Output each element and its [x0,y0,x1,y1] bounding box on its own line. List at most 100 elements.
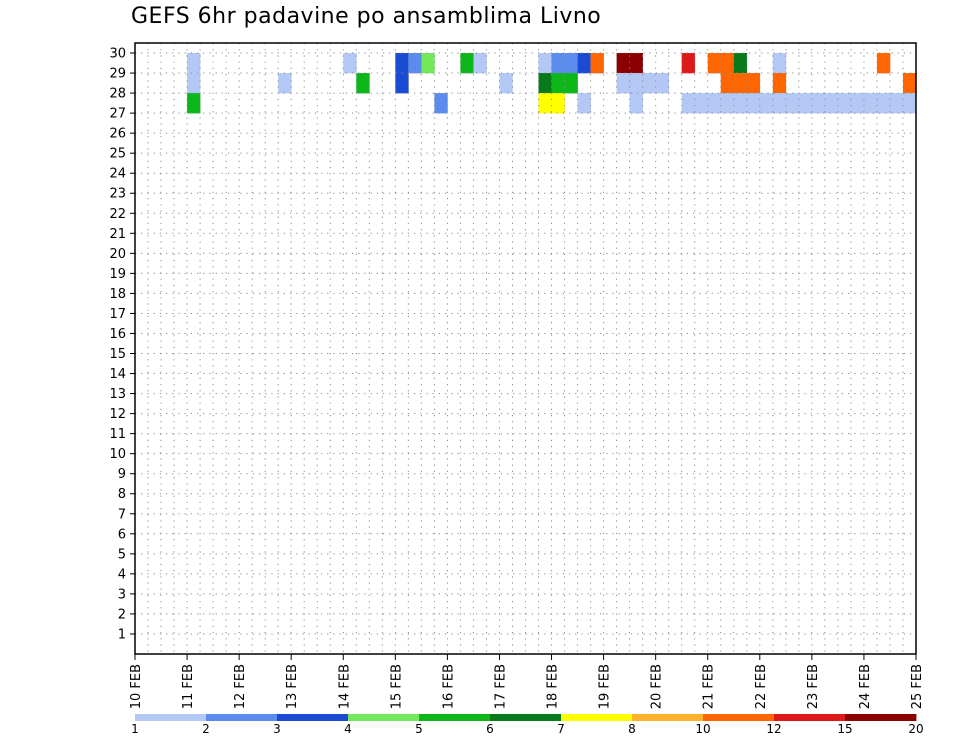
y-tick-label: 1 [118,627,126,642]
y-tick-label: 16 [109,327,126,342]
colorbar-label: 7 [557,722,565,736]
precip-cell [876,53,891,74]
precip-cell [434,93,448,114]
y-tick-label: 28 [109,87,126,102]
x-tick-label: 20 FEB [650,664,665,709]
precip-cell [616,53,630,74]
colorbar-label: 15 [837,722,852,736]
precip-cell [681,53,696,74]
y-tick-label: 6 [118,527,126,542]
x-tick-label: 16 FEB [441,664,456,709]
x-tick-label: 19 FEB [598,664,613,709]
x-tick-label: 25 FEB [910,664,925,709]
precip-cell [564,73,578,94]
y-tick-label: 22 [109,207,126,222]
y-tick-label: 14 [109,367,126,382]
precip-cell [785,93,800,114]
y-tick-label: 2 [118,607,126,622]
x-tick-label: 10 FEB [129,664,144,709]
plot-frame [134,42,917,655]
y-tick-label: 11 [109,427,126,442]
precip-cell [720,53,735,74]
y-tick-label: 23 [109,187,126,202]
x-tick-label: 13 FEB [285,664,300,709]
colorbar-swatch [348,714,420,721]
precip-cell [733,93,748,114]
y-tick-label: 18 [109,287,126,302]
colorbar-swatch [845,714,917,721]
precip-cell [772,73,787,94]
precip-cell [278,73,292,94]
precip-cell [707,53,722,74]
y-tick-label: 20 [109,247,126,262]
colorbar-label: 10 [695,722,710,736]
precip-cell [499,73,513,94]
colorbar-label: 6 [486,722,494,736]
precip-cell [902,73,917,94]
x-tick-label: 21 FEB [702,664,717,709]
precip-cell [629,73,643,94]
precip-cell [746,93,761,114]
y-tick-label: 27 [109,107,126,122]
x-tick-label: 17 FEB [493,664,508,709]
precip-cell [772,93,787,114]
precip-cell [564,53,578,74]
y-tick-label: 7 [118,507,126,522]
precip-cell [629,53,643,74]
x-tick-label: 14 FEB [337,664,352,709]
precip-cell [876,93,891,114]
precip-cell [655,73,669,94]
precip-cell [707,93,722,114]
y-tick-label: 3 [118,587,126,602]
precip-cell [343,53,357,74]
y-tick-label: 21 [109,227,126,242]
precip-cell [850,93,865,114]
x-tick-label: 23 FEB [806,664,821,709]
precip-cell [889,93,904,114]
precip-cell [616,73,630,94]
chart-title: GEFS 6hr padavine po ansamblima Livno [131,4,602,29]
precip-cell [746,73,761,94]
colorbar-label: 2 [202,722,210,736]
colorbar-label: 4 [344,722,352,736]
colorbar-label: 12 [766,722,781,736]
colorbar-label: 1 [131,722,139,736]
y-tick-label: 13 [109,387,126,402]
precip-cell [811,93,826,114]
precip-cell [356,73,370,94]
precip-cell [473,53,487,74]
x-tick-label: 11 FEB [181,664,196,709]
colorbar-swatch [135,714,207,721]
precip-cell [408,53,422,74]
colorbar-swatch [419,714,491,721]
precip-cell [395,73,409,94]
y-tick-label: 19 [109,267,126,282]
precip-cell [681,93,696,114]
precip-cell [538,93,552,114]
colorbar-swatch [774,714,846,721]
precip-cell [733,53,748,74]
precip-cell [642,73,656,94]
y-tick-label: 26 [109,127,126,142]
precip-cell [187,93,201,114]
y-tick-label: 4 [118,567,126,582]
precip-cell [629,93,643,114]
precip-cell [551,53,565,74]
precip-cell [863,93,878,114]
precip-cell [577,93,591,114]
colorbar-swatch [490,714,562,721]
x-tick-label: 15 FEB [389,664,404,709]
y-tick-label: 12 [109,407,126,422]
precip-cell [551,93,565,114]
y-tick-label: 24 [109,167,126,182]
precip-cell [720,93,735,114]
colorbar-swatch [561,714,633,721]
precip-cell [694,93,709,114]
y-tick-label: 30 [109,47,126,62]
colorbar-label: 3 [273,722,281,736]
colorbar-swatch [703,714,775,721]
precip-cell [720,73,735,94]
precip-cell [538,73,552,94]
y-tick-label: 9 [118,467,126,482]
